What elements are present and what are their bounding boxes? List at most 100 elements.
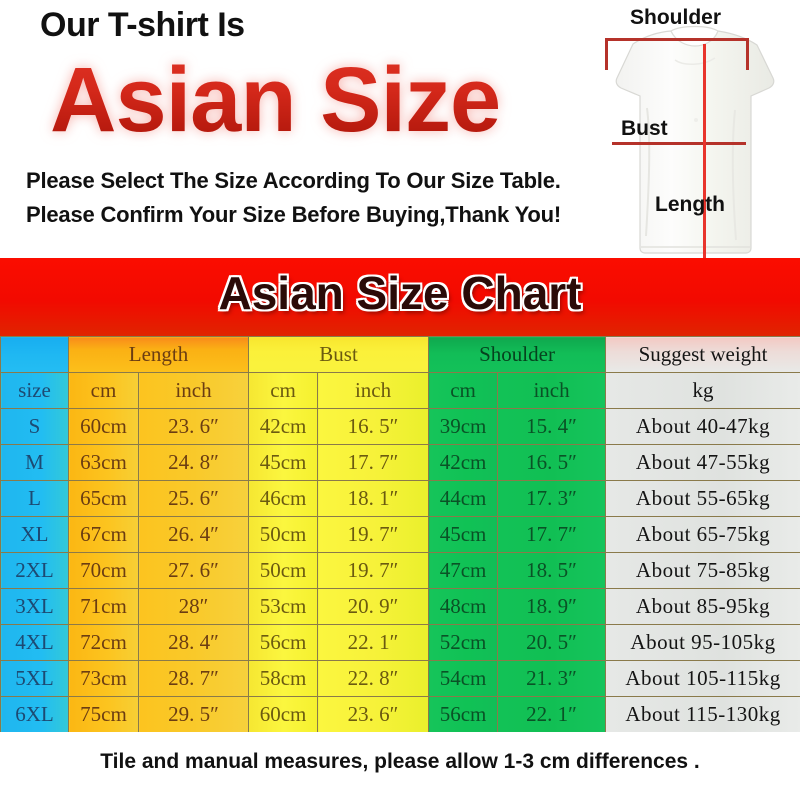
column-header-size: size (0, 372, 69, 409)
cell-length-inch: 23. 6″ (137, 408, 250, 445)
cell-bust-inch: 20. 9″ (317, 588, 430, 625)
cell-length-inch: 29. 5″ (137, 696, 250, 733)
cell-bust-cm: 60cm (248, 696, 319, 733)
cell-length-cm: 60cm (68, 408, 139, 445)
cell-length-inch: 28″ (137, 588, 250, 625)
cell-length-cm: 75cm (68, 696, 139, 733)
promo-instruction-2: Please Confirm Your Size Before Buying,T… (26, 202, 562, 227)
cell-length-cm: 63cm (68, 444, 139, 481)
cell-length-cm: 73cm (68, 660, 139, 697)
cell-weight: About 65-75kg (605, 516, 800, 553)
cell-weight: About 105-115kg (605, 660, 800, 697)
size-table-container: Length Bust Shoulder Suggest weight size… (0, 336, 800, 733)
cell-bust-inch: 19. 7″ (317, 552, 430, 589)
cell-shoulder-cm: 56cm (428, 696, 499, 733)
group-header-bust: Bust (248, 336, 430, 373)
promo-line-1: Our T-shirt Is (40, 6, 245, 44)
cell-length-inch: 26. 4″ (137, 516, 250, 553)
cell-bust-cm: 50cm (248, 516, 319, 553)
cell-shoulder-cm: 54cm (428, 660, 499, 697)
bust-label: Bust (621, 117, 668, 140)
footer-note: Tile and manual measures, please allow 1… (100, 750, 700, 773)
shoulder-label: Shoulder (630, 6, 722, 29)
cell-shoulder-inch: 18. 5″ (497, 552, 607, 589)
cell-length-cm: 67cm (68, 516, 139, 553)
cell-shoulder-inch: 17. 7″ (497, 516, 607, 553)
promo-instruction-1: Please Select The Size According To Our … (26, 168, 561, 193)
cell-size: 6XL (0, 696, 69, 733)
cell-length-inch: 28. 7″ (137, 660, 250, 697)
cell-shoulder-cm: 45cm (428, 516, 499, 553)
cell-size: 5XL (0, 660, 69, 697)
cell-bust-inch: 18. 1″ (317, 480, 430, 517)
cell-shoulder-cm: 52cm (428, 624, 499, 661)
cell-size: 2XL (0, 552, 69, 589)
cell-shoulder-inch: 16. 5″ (497, 444, 607, 481)
column-header-bust-cm: cm (248, 372, 319, 409)
length-label: Length (655, 193, 725, 216)
cell-weight: About 40-47kg (605, 408, 800, 445)
cell-size: 3XL (0, 588, 69, 625)
cell-size: XL (0, 516, 69, 553)
table-row: L 65cm 25. 6″ 46cm 18. 1″ 44cm 17. 3″ Ab… (0, 480, 800, 517)
table-row: S 60cm 23. 6″ 42cm 16. 5″ 39cm 15. 4″ Ab… (0, 408, 800, 445)
cell-shoulder-inch: 21. 3″ (497, 660, 607, 697)
table-unit-header-row: size cm inch cm inch cm inch kg (0, 372, 800, 409)
cell-size: L (0, 480, 69, 517)
cell-bust-inch: 19. 7″ (317, 516, 430, 553)
table-row: 5XL 73cm 28. 7″ 58cm 22. 8″ 54cm 21. 3″ … (0, 660, 800, 697)
promo-headline: Asian Size (50, 49, 501, 151)
cell-length-inch: 24. 8″ (137, 444, 250, 481)
cell-bust-inch: 23. 6″ (317, 696, 430, 733)
shoulder-measure-tick-right (746, 38, 749, 70)
cell-length-cm: 65cm (68, 480, 139, 517)
column-header-shoulder-cm: cm (428, 372, 499, 409)
cell-shoulder-inch: 20. 5″ (497, 624, 607, 661)
cell-shoulder-cm: 42cm (428, 444, 499, 481)
cell-weight: About 85-95kg (605, 588, 800, 625)
footer-note-area: Tile and manual measures, please allow 1… (0, 732, 800, 800)
cell-length-inch: 28. 4″ (137, 624, 250, 661)
group-header-shoulder: Shoulder (428, 336, 607, 373)
cell-bust-inch: 16. 5″ (317, 408, 430, 445)
cell-bust-cm: 58cm (248, 660, 319, 697)
cell-length-inch: 25. 6″ (137, 480, 250, 517)
cell-bust-inch: 22. 1″ (317, 624, 430, 661)
cell-weight: About 115-130kg (605, 696, 800, 733)
column-header-length-inch: inch (137, 372, 250, 409)
cell-shoulder-cm: 48cm (428, 588, 499, 625)
table-row: 4XL 72cm 28. 4″ 56cm 22. 1″ 52cm 20. 5″ … (0, 624, 800, 661)
length-measure-line (703, 44, 706, 258)
column-header-weight-kg: kg (605, 372, 800, 409)
table-row: 2XL 70cm 27. 6″ 50cm 19. 7″ 47cm 18. 5″ … (0, 552, 800, 589)
cell-bust-inch: 17. 7″ (317, 444, 430, 481)
cell-shoulder-cm: 44cm (428, 480, 499, 517)
cell-size: M (0, 444, 69, 481)
cell-shoulder-inch: 17. 3″ (497, 480, 607, 517)
chart-title-banner: Asian Size Chart (0, 258, 800, 336)
cell-shoulder-cm: 47cm (428, 552, 499, 589)
cell-bust-cm: 46cm (248, 480, 319, 517)
table-row: 6XL 75cm 29. 5″ 60cm 23. 6″ 56cm 22. 1″ … (0, 696, 800, 733)
cell-bust-cm: 56cm (248, 624, 319, 661)
cell-shoulder-inch: 15. 4″ (497, 408, 607, 445)
cell-shoulder-cm: 39cm (428, 408, 499, 445)
cell-length-cm: 71cm (68, 588, 139, 625)
cell-size: 4XL (0, 624, 69, 661)
shoulder-measure-line (605, 38, 749, 41)
cell-bust-cm: 53cm (248, 588, 319, 625)
cell-weight: About 55-65kg (605, 480, 800, 517)
table-row: 3XL 71cm 28″ 53cm 20. 9″ 48cm 18. 9″ Abo… (0, 588, 800, 625)
size-table: Length Bust Shoulder Suggest weight size… (0, 336, 800, 733)
cell-shoulder-inch: 22. 1″ (497, 696, 607, 733)
cell-weight: About 47-55kg (605, 444, 800, 481)
table-row: XL 67cm 26. 4″ 50cm 19. 7″ 45cm 17. 7″ A… (0, 516, 800, 553)
cell-bust-cm: 45cm (248, 444, 319, 481)
cell-length-cm: 72cm (68, 624, 139, 661)
cell-bust-cm: 42cm (248, 408, 319, 445)
group-header-weight: Suggest weight (605, 336, 800, 373)
cell-length-cm: 70cm (68, 552, 139, 589)
chart-title: Asian Size Chart (218, 267, 582, 319)
cell-size: S (0, 408, 69, 445)
column-header-bust-inch: inch (317, 372, 430, 409)
